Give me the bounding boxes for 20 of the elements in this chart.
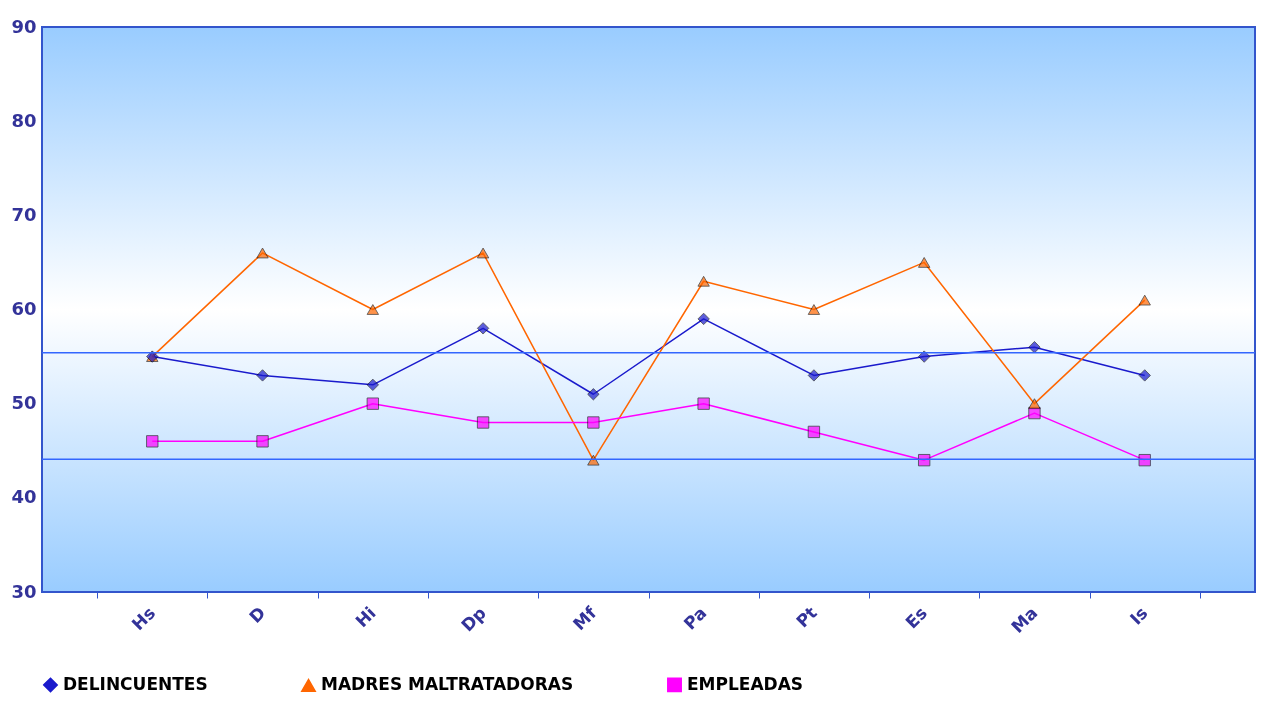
x-tick-label: Is bbox=[1125, 602, 1152, 629]
y-tick-label: 80 bbox=[11, 109, 37, 131]
x-tick-label: Hs bbox=[127, 602, 160, 635]
x-tick-label: Ma bbox=[1007, 602, 1042, 637]
x-tick-label: Hi bbox=[351, 602, 380, 632]
x-tick-label: D bbox=[245, 602, 270, 627]
x-tick-label: Dp bbox=[457, 602, 490, 636]
y-tick-label: 60 bbox=[11, 298, 37, 319]
y-tick-label: 50 bbox=[11, 392, 37, 414]
legend-label: MADRES MALTRATADORAS bbox=[321, 674, 574, 695]
y-tick-label: 30 bbox=[11, 580, 37, 602]
legend-label: DELINCUENTES bbox=[63, 673, 208, 694]
y-tick-label: 70 bbox=[11, 203, 37, 225]
x-tick-label: Mf bbox=[568, 602, 601, 635]
x-tick-label: Es bbox=[901, 602, 932, 633]
y-tick-label: 90 bbox=[11, 15, 37, 37]
x-tick-label: Pa bbox=[679, 602, 711, 634]
legend-label: EMPLEADAS bbox=[687, 673, 804, 694]
x-tick-label: Pt bbox=[792, 602, 821, 632]
y-tick-label: 40 bbox=[11, 486, 37, 508]
